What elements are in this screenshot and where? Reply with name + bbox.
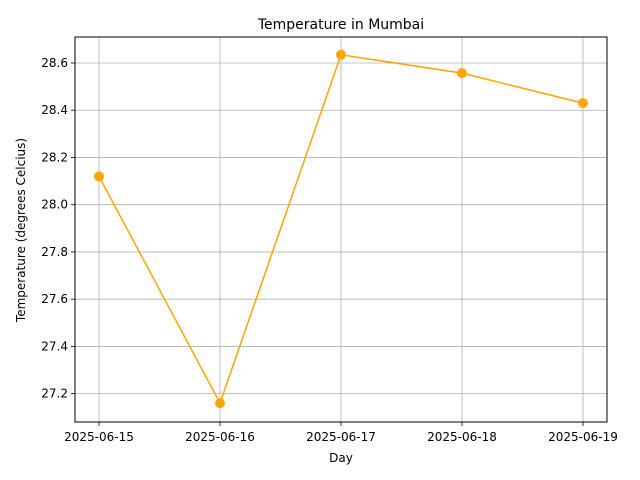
x-tick-label: 2025-06-17	[306, 430, 376, 444]
y-tick-label: 28.0	[41, 198, 68, 212]
y-tick-label: 27.2	[41, 387, 68, 401]
y-tick-label: 28.2	[41, 150, 68, 164]
y-tick-label: 28.6	[41, 56, 68, 70]
data-point	[94, 171, 104, 182]
data-point	[578, 98, 588, 109]
grid-lines	[75, 37, 607, 422]
x-axis-label: Day	[329, 451, 353, 465]
chart-title: Temperature in Mumbai	[257, 17, 424, 33]
y-tick-label: 27.6	[41, 292, 68, 306]
x-tick-label: 2025-06-18	[427, 430, 497, 444]
x-tick-label: 2025-06-15	[64, 430, 134, 444]
x-tick-label: 2025-06-19	[548, 430, 618, 444]
y-tick-label: 27.8	[41, 245, 68, 259]
data-point	[215, 398, 225, 409]
y-axis: 27.2 27.4 27.6 27.8 28.0 28.2 28.4 28.6	[41, 56, 75, 401]
y-tick-label: 27.4	[41, 339, 68, 353]
series-layer	[94, 49, 588, 409]
x-axis: 2025-06-15 2025-06-16 2025-06-17 2025-06-18…	[64, 422, 618, 444]
y-tick-label: 28.4	[41, 103, 68, 117]
y-axis-label: Temperature (degrees Celcius)	[14, 138, 28, 323]
data-point	[457, 68, 467, 79]
x-tick-label: 2025-06-16	[185, 430, 255, 444]
data-point	[336, 49, 346, 60]
